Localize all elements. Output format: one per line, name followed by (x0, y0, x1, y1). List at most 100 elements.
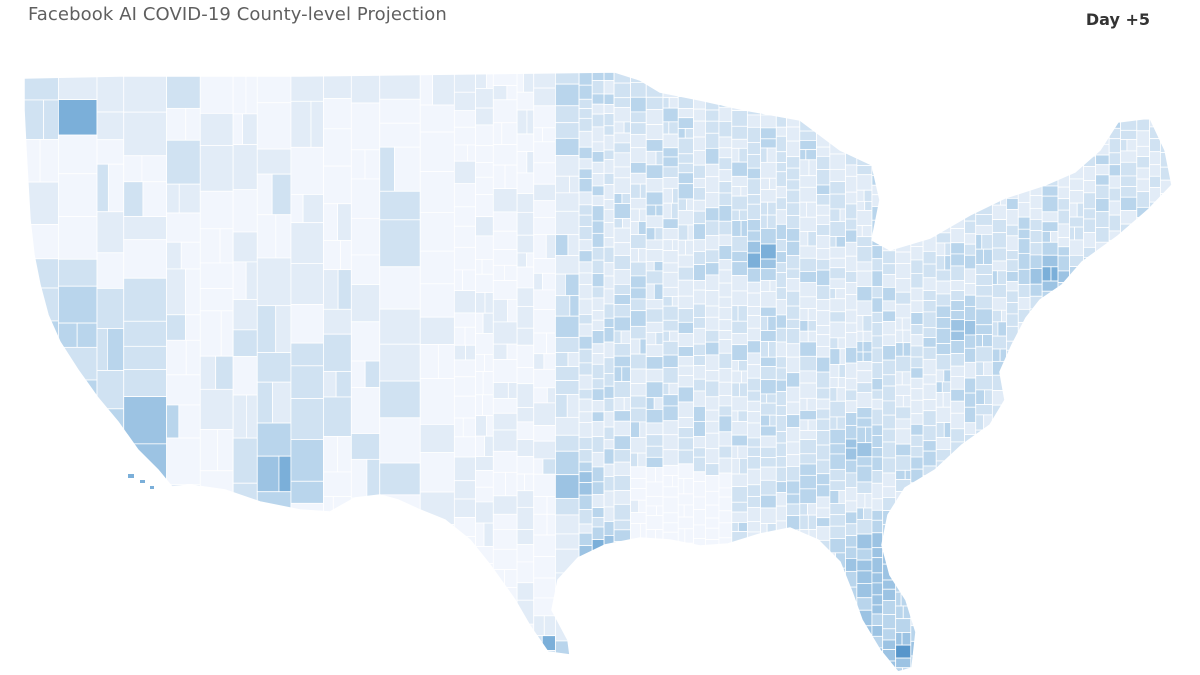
county-cell[interactable] (1120, 175, 1138, 188)
county-cell[interactable] (603, 544, 615, 559)
county-cell[interactable] (991, 123, 999, 137)
county-cell[interactable] (1175, 526, 1182, 535)
county-cell[interactable] (1017, 457, 1031, 470)
county-cell[interactable] (895, 193, 912, 207)
county-cell[interactable] (731, 486, 748, 503)
county-cell[interactable] (950, 463, 965, 476)
county-cell[interactable] (799, 257, 817, 272)
county-cell[interactable] (922, 580, 937, 596)
county-cell[interactable] (1108, 102, 1121, 120)
county-cell[interactable] (591, 259, 605, 274)
county-cell[interactable] (1083, 180, 1097, 194)
county-cell[interactable] (662, 271, 679, 288)
county-cell[interactable] (437, 344, 455, 380)
county-cell[interactable] (964, 361, 977, 379)
county-cell[interactable] (603, 636, 615, 652)
county-cell[interactable] (718, 136, 733, 149)
county-cell[interactable] (662, 382, 670, 396)
county-cell[interactable] (638, 499, 647, 513)
county-cell[interactable] (975, 506, 993, 519)
county-cell[interactable] (1041, 443, 1059, 461)
county-cell[interactable] (871, 408, 884, 426)
county-cell[interactable] (922, 440, 937, 452)
county-cell[interactable] (546, 332, 556, 355)
county-cell[interactable] (332, 496, 352, 539)
county-cell[interactable] (290, 146, 324, 195)
county-cell[interactable] (705, 592, 720, 609)
county-cell[interactable] (290, 655, 324, 675)
county-cell[interactable] (998, 123, 1007, 137)
county-cell[interactable] (630, 407, 647, 423)
county-cell[interactable] (775, 251, 787, 264)
county-cell[interactable] (655, 332, 664, 346)
county-cell[interactable] (856, 583, 873, 599)
county-cell[interactable] (1083, 70, 1097, 82)
county-cell[interactable] (991, 321, 999, 337)
county-cell[interactable] (900, 128, 912, 139)
county-cell[interactable] (693, 636, 706, 647)
county-cell[interactable] (1175, 228, 1183, 237)
county-cell[interactable] (630, 221, 639, 235)
county-cell[interactable] (731, 396, 748, 412)
county-cell[interactable] (630, 197, 647, 210)
county-cell[interactable] (871, 297, 884, 313)
county-cell[interactable] (1120, 234, 1138, 248)
county-cell[interactable] (922, 523, 937, 537)
county-cell[interactable] (871, 532, 884, 549)
county-cell[interactable] (591, 246, 605, 261)
county-cell[interactable] (816, 169, 831, 186)
county-cell[interactable] (290, 502, 324, 527)
county-cell[interactable] (613, 242, 631, 256)
county-cell[interactable] (991, 474, 1007, 486)
county-cell[interactable] (1029, 295, 1043, 310)
county-cell[interactable] (799, 409, 817, 421)
county-cell[interactable] (1175, 93, 1189, 106)
county-cell[interactable] (1095, 120, 1110, 135)
county-cell[interactable] (882, 486, 897, 498)
county-cell[interactable] (910, 377, 924, 390)
county-cell[interactable] (1006, 302, 1019, 315)
county-cell[interactable] (705, 475, 720, 492)
county-cell[interactable] (1083, 554, 1097, 569)
county-cell[interactable] (829, 131, 846, 142)
county-cell[interactable] (950, 330, 965, 341)
county-cell[interactable] (1120, 552, 1138, 564)
county-cell[interactable] (475, 235, 494, 260)
county-cell[interactable] (816, 214, 831, 225)
county-cell[interactable] (603, 275, 615, 290)
county-cell[interactable] (677, 81, 694, 97)
county-cell[interactable] (808, 579, 817, 593)
county-cell[interactable] (964, 377, 977, 394)
county-cell[interactable] (630, 161, 647, 174)
county-cell[interactable] (760, 258, 777, 270)
county-cell[interactable] (1095, 283, 1110, 301)
county-cell[interactable] (453, 246, 476, 271)
county-cell[interactable] (705, 192, 720, 209)
county-cell[interactable] (1108, 345, 1121, 356)
county-cell[interactable] (662, 638, 679, 651)
county-cell[interactable] (705, 83, 720, 100)
county-cell[interactable] (662, 70, 679, 86)
county-cell[interactable] (767, 315, 777, 331)
county-cell[interactable] (705, 396, 720, 411)
county-cell[interactable] (199, 262, 234, 290)
county-cell[interactable] (1120, 150, 1138, 163)
county-cell[interactable] (290, 194, 304, 224)
county-cell[interactable] (1136, 633, 1151, 646)
county-cell[interactable] (1017, 228, 1031, 240)
county-cell[interactable] (1180, 298, 1189, 313)
county-cell[interactable] (677, 198, 687, 211)
county-cell[interactable] (1120, 90, 1138, 104)
county-cell[interactable] (636, 660, 647, 674)
county-cell[interactable] (760, 279, 771, 292)
county-cell[interactable] (524, 473, 535, 492)
county-cell[interactable] (323, 308, 352, 335)
county-cell[interactable] (243, 642, 258, 675)
county-cell[interactable] (935, 255, 946, 271)
county-cell[interactable] (935, 570, 946, 585)
county-cell[interactable] (705, 354, 720, 371)
county-cell[interactable] (483, 522, 494, 547)
county-cell[interactable] (630, 660, 638, 674)
county-cell[interactable] (1006, 148, 1019, 159)
county-cell[interactable] (999, 465, 1007, 476)
